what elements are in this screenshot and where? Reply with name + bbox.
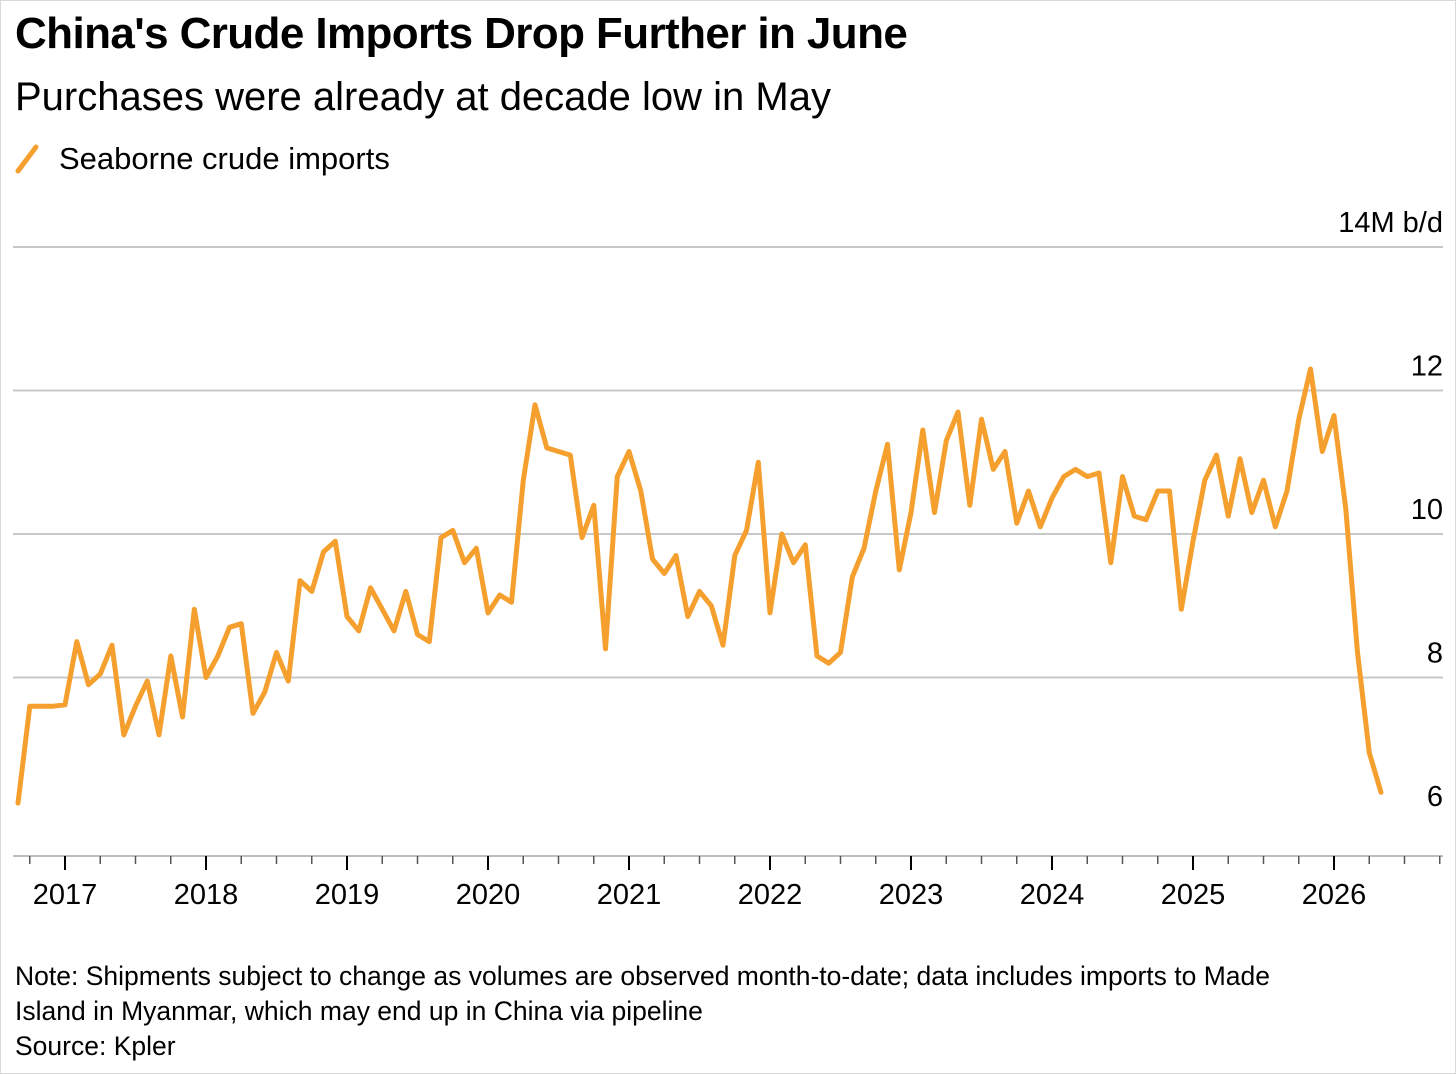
- note-line-2: Island in Myanmar, which may end up in C…: [15, 996, 703, 1026]
- legend: Seaborne crude imports: [15, 141, 390, 177]
- note-line-1: Note: Shipments subject to change as vol…: [15, 961, 1271, 991]
- series-line-seaborne-crude-imports: [15, 366, 1384, 806]
- legend-swatch-seaborne: [15, 144, 39, 174]
- gridlines: [13, 246, 1443, 679]
- y-axis-labels: 6 8 10 12 14M b/d: [1338, 207, 1443, 813]
- y-tick-label-12: 12: [1411, 351, 1443, 383]
- legend-swatch-line: [15, 144, 39, 174]
- y-tick-label-6: 6: [1427, 781, 1443, 813]
- y-tick-label-8: 8: [1427, 638, 1443, 670]
- x-axis: 2017 2018 2019 2020 2021 2022 2023 2024 2025 2026: [13, 855, 1443, 911]
- legend-label-seaborne: Seaborne crude imports: [59, 141, 390, 176]
- x-tick-label-2023: 2023: [879, 879, 944, 911]
- x-tick-label-2021: 2021: [597, 879, 662, 911]
- x-tick-label-2024: 2024: [1020, 879, 1085, 911]
- x-tick-label-2019: 2019: [315, 879, 380, 911]
- x-tick-label-2017: 2017: [33, 879, 98, 911]
- x-tick-label-2018: 2018: [174, 879, 239, 911]
- x-tick-label-2022: 2022: [738, 879, 803, 911]
- x-tick-label-2025: 2025: [1161, 879, 1226, 911]
- footnotes: Note: Shipments subject to change as vol…: [15, 959, 1435, 1064]
- source-line: Source: Kpler: [15, 1031, 176, 1061]
- chart-title: China's Crude Imports Drop Further in Ju…: [15, 9, 908, 58]
- x-tick-label-2020: 2020: [456, 879, 521, 911]
- x-tick-label-2026: 2026: [1302, 879, 1367, 911]
- y-tick-label-14: 14M b/d: [1338, 207, 1443, 239]
- series-group: [15, 366, 1384, 806]
- y-tick-label-10: 10: [1411, 494, 1443, 526]
- chart-subtitle: Purchases were already at decade low in …: [15, 75, 831, 119]
